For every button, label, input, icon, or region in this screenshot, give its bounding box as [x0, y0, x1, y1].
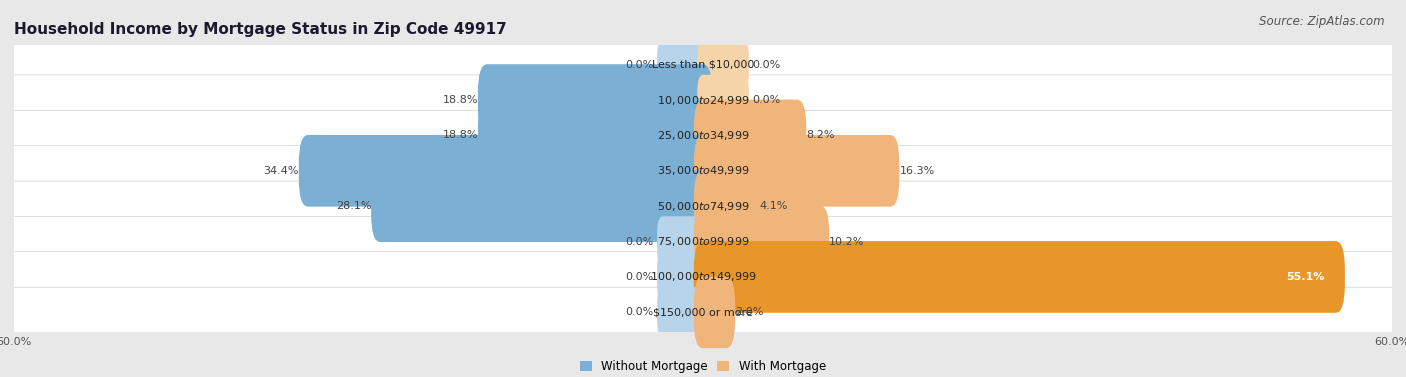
FancyBboxPatch shape	[0, 75, 1406, 125]
FancyBboxPatch shape	[693, 135, 900, 207]
Text: $25,000 to $34,999: $25,000 to $34,999	[657, 129, 749, 142]
Text: $100,000 to $149,999: $100,000 to $149,999	[650, 270, 756, 284]
FancyBboxPatch shape	[0, 252, 1406, 302]
FancyBboxPatch shape	[697, 40, 749, 90]
FancyBboxPatch shape	[0, 146, 1406, 196]
Text: 55.1%: 55.1%	[1286, 272, 1324, 282]
Text: 0.0%: 0.0%	[752, 95, 780, 105]
Text: $35,000 to $49,999: $35,000 to $49,999	[657, 164, 749, 177]
Text: 4.1%: 4.1%	[759, 201, 787, 211]
Text: 0.0%: 0.0%	[626, 307, 654, 317]
Text: Household Income by Mortgage Status in Zip Code 49917: Household Income by Mortgage Status in Z…	[14, 22, 506, 37]
Legend: Without Mortgage, With Mortgage: Without Mortgage, With Mortgage	[575, 355, 831, 377]
FancyBboxPatch shape	[693, 276, 735, 348]
Text: 18.8%: 18.8%	[443, 95, 478, 105]
FancyBboxPatch shape	[0, 216, 1406, 267]
Text: 0.0%: 0.0%	[626, 236, 654, 247]
FancyBboxPatch shape	[478, 100, 713, 171]
Text: Less than $10,000: Less than $10,000	[652, 60, 754, 70]
Text: 8.2%: 8.2%	[807, 130, 835, 141]
Text: 0.0%: 0.0%	[752, 60, 780, 70]
FancyBboxPatch shape	[0, 40, 1406, 90]
Text: Source: ZipAtlas.com: Source: ZipAtlas.com	[1260, 15, 1385, 28]
Text: 16.3%: 16.3%	[900, 166, 935, 176]
Text: 28.1%: 28.1%	[336, 201, 371, 211]
FancyBboxPatch shape	[693, 241, 1346, 313]
FancyBboxPatch shape	[697, 75, 749, 125]
FancyBboxPatch shape	[657, 287, 709, 337]
Text: $75,000 to $99,999: $75,000 to $99,999	[657, 235, 749, 248]
Text: 0.0%: 0.0%	[626, 60, 654, 70]
FancyBboxPatch shape	[0, 287, 1406, 337]
FancyBboxPatch shape	[693, 170, 759, 242]
FancyBboxPatch shape	[657, 216, 709, 267]
FancyBboxPatch shape	[0, 110, 1406, 161]
FancyBboxPatch shape	[657, 252, 709, 302]
Text: 0.0%: 0.0%	[626, 272, 654, 282]
FancyBboxPatch shape	[657, 40, 709, 90]
Text: 2.0%: 2.0%	[735, 307, 763, 317]
FancyBboxPatch shape	[693, 100, 807, 171]
Text: 34.4%: 34.4%	[263, 166, 299, 176]
Text: 10.2%: 10.2%	[830, 236, 865, 247]
Text: $50,000 to $74,999: $50,000 to $74,999	[657, 200, 749, 213]
FancyBboxPatch shape	[693, 206, 830, 277]
Text: 18.8%: 18.8%	[443, 130, 478, 141]
Text: $10,000 to $24,999: $10,000 to $24,999	[657, 93, 749, 107]
FancyBboxPatch shape	[371, 170, 713, 242]
FancyBboxPatch shape	[0, 181, 1406, 231]
FancyBboxPatch shape	[478, 64, 713, 136]
Text: $150,000 or more: $150,000 or more	[654, 307, 752, 317]
FancyBboxPatch shape	[299, 135, 713, 207]
